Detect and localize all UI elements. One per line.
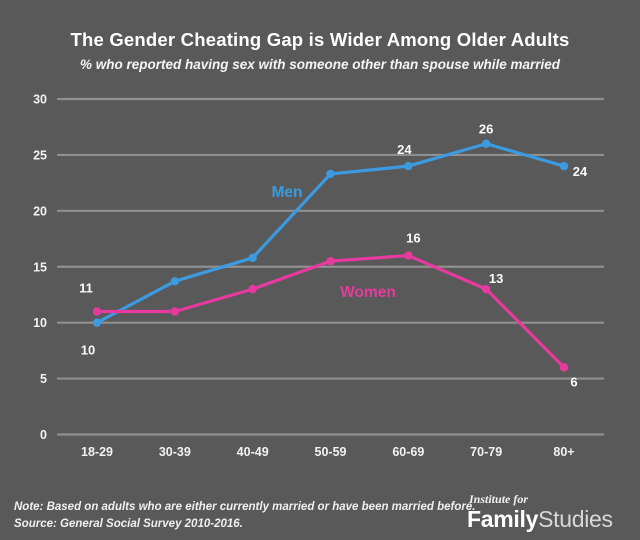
x-tick-label-40-49: 40-49 — [237, 445, 269, 459]
y-tick-label-5: 5 — [40, 372, 47, 386]
logo-family-studies: FamilyStudies — [467, 507, 613, 532]
women-value-label-60-69: 16 — [406, 231, 420, 246]
women-point-40-49 — [248, 284, 257, 294]
logo-studies-word: Studies — [538, 506, 613, 532]
footnote-source: Source: General Social Survey 2010-2016. — [14, 518, 243, 530]
men-point-50-59 — [326, 169, 335, 179]
y-tick-label-20: 20 — [33, 204, 47, 218]
women-point-30-39 — [170, 307, 180, 316]
logo-family-word: Family — [467, 506, 539, 532]
men-point-60-69 — [404, 161, 413, 171]
y-tick-label-25: 25 — [33, 148, 47, 162]
footnotes: Note: Based on adults who are either cur… — [14, 499, 475, 533]
y-tick-label-30: 30 — [33, 93, 47, 107]
chart-subtitle: % who reported having sex with someone o… — [79, 57, 561, 72]
x-tick-label-30-39: 30-39 — [159, 445, 191, 459]
women-value-label-80+: 6 — [570, 374, 577, 389]
men-value-label-80+: 24 — [573, 164, 588, 179]
x-tick-label-70-79: 70-79 — [470, 445, 502, 459]
women-point-18-29 — [92, 307, 102, 316]
women-point-70-79 — [481, 284, 491, 294]
y-tick-label-0: 0 — [40, 428, 47, 442]
x-tick-label-80+: 80+ — [553, 445, 574, 459]
footnote-note: Note: Based on adults who are either cur… — [14, 501, 476, 513]
women-point-60-69 — [404, 251, 413, 260]
men-value-label-60-69: 24 — [397, 142, 412, 157]
women-value-label-70-79: 13 — [489, 271, 503, 286]
men-point-40-49 — [248, 253, 257, 263]
men-value-label-18-29: 10 — [81, 343, 95, 358]
x-tick-label-18-29: 18-29 — [81, 445, 113, 459]
logo-institute-for: Institute for — [469, 492, 529, 506]
ifs-logo: Institute for FamilyStudies — [467, 492, 613, 532]
women-point-80+ — [559, 363, 569, 372]
x-tick-label-60-69: 60-69 — [392, 445, 424, 459]
men-point-30-39 — [170, 277, 180, 286]
women-series-label: Women — [340, 284, 396, 301]
y-tick-label-10: 10 — [33, 316, 47, 330]
y-tick-label-15: 15 — [33, 260, 47, 274]
x-tick-label-50-59: 50-59 — [315, 445, 347, 459]
men-series-label: Men — [272, 184, 303, 201]
men-value-label-70-79: 26 — [479, 122, 493, 137]
women-value-label-18-29: 11 — [79, 280, 93, 295]
men-point-80+ — [559, 161, 569, 171]
chart-title: The Gender Cheating Gap is Wider Among O… — [70, 29, 570, 50]
men-point-18-29 — [92, 318, 102, 327]
men-point-70-79 — [481, 139, 491, 148]
women-point-50-59 — [326, 256, 335, 266]
